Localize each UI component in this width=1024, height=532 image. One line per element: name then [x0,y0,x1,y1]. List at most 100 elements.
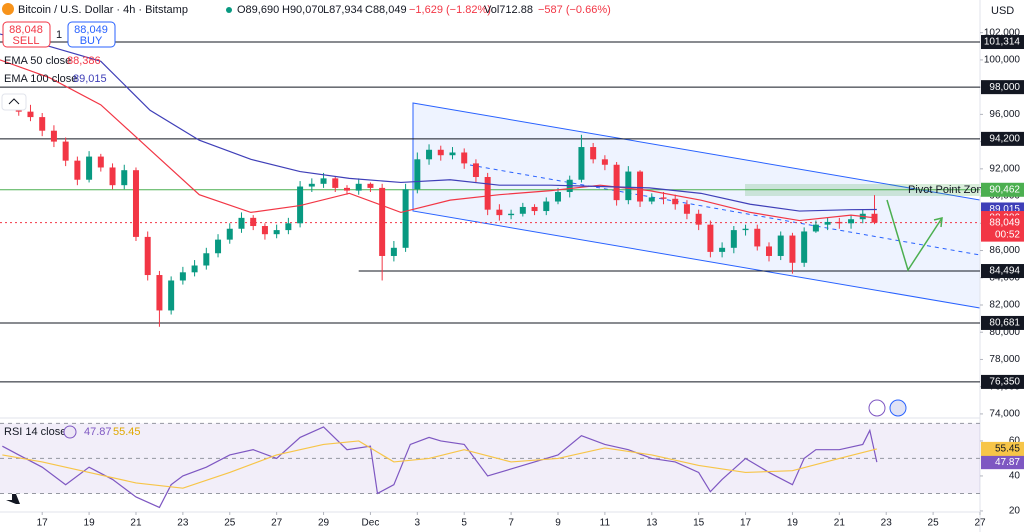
candle-body [168,280,175,311]
flag-icon[interactable] [889,399,907,417]
y-tick-label: 74,000 [989,409,1020,420]
candle-body [156,275,163,311]
candle-body [238,217,245,229]
candle-body [601,159,608,165]
candle-body [320,178,327,184]
x-tick-label: 25 [224,518,236,529]
candle-body [273,230,280,235]
x-tick-label: 29 [318,518,330,529]
logo [6,494,20,504]
volume: Vol712.88 [484,4,533,16]
y-tick-label: 102,000 [984,27,1021,38]
x-tick-label: 27 [271,518,283,529]
rsi-last-label: 47.87 [995,457,1020,468]
collapse-button[interactable] [1,93,27,111]
x-tick-label: 25 [928,518,940,529]
level-label: 76,350 [989,377,1020,388]
candle-body [285,223,292,231]
y-tick-label: 80,000 [989,327,1020,338]
buy-price: 88,049 [74,24,108,36]
axes: 74,00076,00078,00080,00082,00084,00086,0… [37,27,1024,529]
level-label-box [981,374,1024,389]
rsi-y-tick-label: 20 [1009,506,1021,517]
buy-button[interactable] [67,21,116,48]
y-tick-label: 92,000 [989,163,1020,174]
rsi-y-tick-label: 40 [1009,471,1021,482]
symbol: Bitcoin / U.S. Dollar · 4h · Bitstamp [18,4,188,16]
candle-body [367,183,374,188]
ema-legend-name: EMA 100 close [4,73,77,85]
x-tick-label: 7 [508,518,514,529]
x-tick-label: 17 [37,518,49,529]
buy-label: BUY [80,35,103,47]
candle-body [437,149,444,156]
forecast-arrow [886,199,943,272]
level-label-box [981,264,1024,279]
candle-body [578,147,585,180]
market-status [226,7,232,13]
candle-body [742,228,749,231]
x-tick-label: 5 [461,518,467,529]
candle-body [343,187,350,191]
marks [0,33,980,509]
x-tick-label: 3 [415,518,421,529]
ema-legend-value: 88,386 [67,55,101,67]
candle-body [74,160,81,180]
candle-body [789,235,796,263]
candle-body [97,156,104,168]
candle-body [508,213,515,216]
level-label: 101,314 [984,37,1021,48]
volume-change: −587 (−0.66%) [538,4,611,16]
event-icon[interactable] [868,399,886,417]
level-label: 80,681 [989,318,1020,329]
x-tick-label: 11 [600,518,611,529]
candle-body [660,197,667,199]
candle-body [355,183,362,191]
rsi-legend-value: 47.87 [84,426,112,438]
ema-legend-value: 89,015 [73,73,107,85]
ema-legend-name: EMA 50 close [4,55,71,67]
candle-body [215,239,222,254]
candle-body [461,152,468,164]
change: −1,629 (−1.82%) [409,4,491,16]
level-label: 84,494 [989,266,1020,277]
x-tick-label: 21 [130,518,142,529]
candle-body [191,265,198,273]
candle-body [132,170,139,237]
candle-body [484,177,491,210]
x-tick-label: 19 [787,518,799,529]
rsi-last-box [981,455,1024,470]
ema-line [0,33,877,212]
candle-body [86,156,93,180]
sell-price: 88,048 [9,24,43,36]
candle-body [765,246,772,256]
sell-button[interactable] [2,21,51,48]
y-tick-label: 100,000 [984,55,1021,66]
candle-body [27,111,34,118]
channel-mid [469,164,981,256]
x-tick-label: 19 [84,518,96,529]
candle-body [777,235,784,256]
candle-body [543,201,550,212]
y-tick-label: 82,000 [989,300,1020,311]
candle-body [250,217,257,227]
candle-body [390,247,397,256]
ohlc-open: O89,690 [237,4,279,16]
candle-body [836,221,843,224]
candle-body [62,141,69,161]
candle-body [449,152,456,156]
level-label: 98,000 [989,82,1020,93]
spread: 1 [56,29,62,41]
sell-label: SELL [13,35,40,47]
x-tick-label: 13 [646,518,658,529]
x-tick-label: 17 [740,518,752,529]
candle-body [554,191,561,202]
rsi-legend-name: RSI 14 close [4,426,66,438]
candle-body [812,224,819,232]
last-price-countdown: 00:52 [995,229,1020,240]
candle-body [648,197,655,202]
level-label-box [981,315,1024,330]
level-label: 94,200 [989,134,1020,145]
